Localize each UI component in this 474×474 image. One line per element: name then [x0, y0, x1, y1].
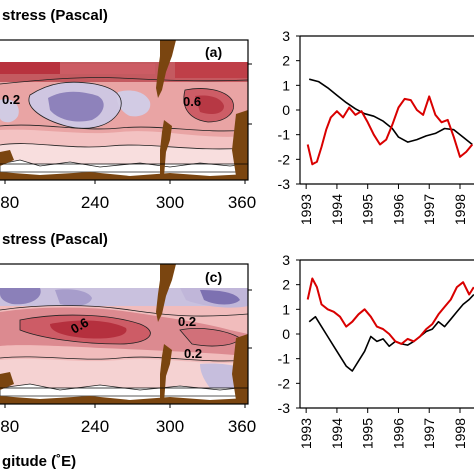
- chart-bottom-y-tick-label: 2: [282, 277, 290, 293]
- chart-top-x-tick-label: 1993: [298, 194, 314, 225]
- map-a-x-tick-label: 240: [81, 193, 109, 212]
- map-c-antarctica: [0, 396, 248, 404]
- chart-bottom-y-tick-label: 0: [282, 326, 290, 342]
- map-c-xlabel: gitude (˚E): [2, 453, 76, 470]
- map-c-x-tick-label: 300: [156, 417, 184, 436]
- chart-bottom-x-tick-label: 1994: [329, 418, 345, 449]
- map-a-antarctica: [0, 172, 248, 180]
- chart-bottom-x-tick-label: 1997: [421, 418, 437, 449]
- chart-top-x-tick-label: 1996: [390, 194, 406, 225]
- chart-top-y-tick-label: -1: [278, 127, 291, 143]
- chart-top-y-tick-label: -3: [278, 176, 291, 192]
- map-a-north-america: [156, 40, 176, 98]
- chart-bottom-x-tick-label: 1993: [298, 418, 314, 449]
- map-a-contour-label-1: 0.2: [2, 92, 20, 107]
- map-a-contour-label-2: 0.6: [183, 94, 201, 109]
- map-c-x-tick-label: 180: [0, 417, 19, 436]
- chart-top-x-tick-label: 1998: [452, 194, 468, 225]
- map-a-panel-label: (a): [205, 44, 222, 60]
- map-a-africa: [232, 110, 248, 180]
- map-c-africa: [232, 334, 248, 404]
- map-a-title: stress (Pascal): [2, 7, 108, 24]
- map-c-title: stress (Pascal): [2, 231, 108, 248]
- map-c-x-tick-label: 360: [228, 417, 256, 436]
- map-a-x-ticks: [4, 63, 252, 184]
- chart-top-x-tick-label: 1994: [329, 194, 345, 225]
- map-c-x-tick-label: 240: [81, 417, 109, 436]
- chart-top-series-line: [309, 78, 473, 146]
- map-a-frame: [0, 39, 249, 181]
- map-c-frame: [0, 263, 249, 405]
- map-c-contour-label-3: 0.2: [184, 346, 202, 361]
- map-c-contour-label-2: 0.2: [178, 314, 196, 329]
- chart-bottom-series-line: [306, 277, 474, 345]
- chart-top-y-tick-label: 3: [282, 28, 290, 44]
- chart-top-x-tick-label: 1997: [421, 194, 437, 225]
- chart-top-y-tick-label: 2: [282, 53, 290, 69]
- map-c-x-ticks: [4, 289, 252, 408]
- timeseries-bottom: 3 2 1 0 -1 -2 -3 1993 1994 1995 1996 1997 1998: [278, 252, 474, 449]
- map-c-north-america: [156, 264, 176, 322]
- chart-bottom-y-tick-label: 3: [282, 252, 290, 268]
- chart-bottom-series-line: [308, 293, 474, 372]
- chart-bottom-y-tick-label: 1: [282, 301, 290, 317]
- chart-top-y-tick-label: 1: [282, 77, 290, 93]
- map-c-south-america: [160, 344, 172, 402]
- map-a: [0, 40, 248, 180]
- timeseries-top: 3 2 1 0 -1 -2 -3 1993 1994 1995 1996 1997 1998: [278, 28, 474, 225]
- map-a-x-tick-label: 300: [156, 193, 184, 212]
- chart-bottom-y-tick-label: -1: [278, 351, 291, 367]
- chart-top-y-tick-label: 0: [282, 102, 290, 118]
- map-a-x-tick-label: 360: [228, 193, 256, 212]
- chart-bottom-x-tick-label: 1995: [360, 418, 376, 449]
- chart-top-series-line: [306, 95, 474, 166]
- chart-bottom-x-tick-label: 1996: [390, 418, 406, 449]
- chart-top-x-tick-label: 1995: [360, 194, 376, 225]
- map-a-x-tick-label: 180: [0, 193, 19, 212]
- chart-bottom-y-tick-label: -2: [278, 375, 291, 391]
- chart-bottom-y-tick-label: -3: [278, 400, 291, 416]
- map-c-panel-label: (c): [205, 269, 222, 285]
- map-a-south-america: [160, 120, 172, 176]
- map-c: [0, 264, 248, 404]
- chart-bottom-x-tick-label: 1998: [452, 418, 468, 449]
- chart-top-y-tick-label: -2: [278, 151, 291, 167]
